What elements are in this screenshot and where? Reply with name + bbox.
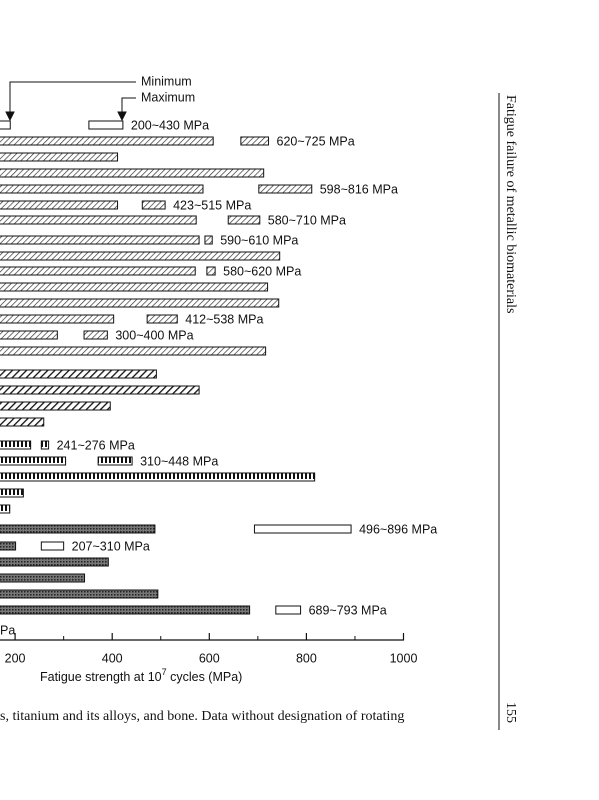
- caption: s, titanium and its alloys, and bone. Da…: [0, 709, 404, 724]
- bar: [0, 573, 86, 583]
- x-tick-label: 600: [199, 651, 220, 665]
- range-label: 580~620 MPa: [223, 264, 301, 278]
- range-bar: [253, 524, 352, 534]
- bar: [0, 235, 200, 245]
- range-bar: [240, 136, 270, 146]
- bar: [0, 504, 11, 514]
- bar: [0, 524, 156, 534]
- bar: [0, 541, 17, 551]
- range-label: 689~793 MPa: [309, 603, 387, 617]
- bar: [0, 215, 197, 225]
- x-tick-label: 400: [102, 651, 123, 665]
- bar: [0, 488, 24, 498]
- bar: [0, 314, 115, 324]
- bar: [0, 456, 67, 466]
- range-label: 590~610 MPa: [220, 233, 298, 247]
- range-label: 241~276 MPa: [57, 438, 135, 452]
- bar: [0, 136, 214, 146]
- bar: [0, 385, 200, 395]
- bar: [0, 266, 196, 276]
- range-label: 200~430 MPa: [131, 118, 209, 132]
- range-bar: [141, 200, 166, 210]
- x-tick-label: 800: [296, 651, 317, 665]
- bar: [0, 557, 109, 567]
- bar: [0, 589, 159, 599]
- range-bar: [206, 266, 216, 276]
- running-head: Fatigue failure of metallic biomaterials: [503, 95, 518, 313]
- annotation: Maximum: [141, 90, 195, 104]
- range-label: 496~896 MPa: [359, 522, 437, 536]
- annotation-arrows: [5, 81, 136, 122]
- bar: [0, 605, 251, 615]
- x-tick-label: 1000: [390, 651, 418, 665]
- bar: [0, 200, 119, 210]
- range-bar: [146, 314, 178, 324]
- bar: [0, 369, 157, 379]
- range-label: 300~400 MPa: [115, 328, 193, 342]
- bar: [0, 330, 58, 340]
- range-label: 310~448 MPa: [140, 454, 218, 468]
- bar: [0, 472, 316, 482]
- x-tick-label: 200: [5, 651, 26, 665]
- range-label: 598~816 MPa: [320, 182, 398, 196]
- bar: [0, 298, 280, 308]
- range-bar: [88, 120, 124, 130]
- bar: [0, 251, 281, 261]
- bar: [0, 168, 265, 178]
- range-label: 423~515 MPa: [173, 198, 251, 212]
- range-bar: [40, 440, 50, 450]
- x-axis-label: Fatigue strength at 107 cycles (MPa): [40, 667, 242, 684]
- range-label: 580~710 MPa: [268, 213, 346, 227]
- bar: [0, 120, 11, 130]
- legend-fragment: Pa: [0, 623, 15, 637]
- range-label: 620~725 MPa: [277, 134, 355, 148]
- page-number: 155: [503, 702, 518, 723]
- bar: [0, 152, 119, 162]
- range-bar: [258, 184, 313, 194]
- bar: [0, 346, 267, 356]
- range-bar: [97, 456, 133, 466]
- bar: [0, 401, 111, 411]
- range-label: 412~538 MPa: [185, 312, 263, 326]
- range-bar: [40, 541, 65, 551]
- bar: [0, 440, 32, 450]
- bar: [0, 417, 45, 427]
- range-bar: [275, 605, 302, 615]
- bar: [0, 184, 204, 194]
- range-bar: [204, 235, 213, 245]
- range-bar: [227, 215, 261, 225]
- range-label: 207~310 MPa: [72, 539, 150, 553]
- bar: [0, 282, 269, 292]
- range-bar: [83, 330, 108, 340]
- annotation: Minimum: [141, 74, 192, 88]
